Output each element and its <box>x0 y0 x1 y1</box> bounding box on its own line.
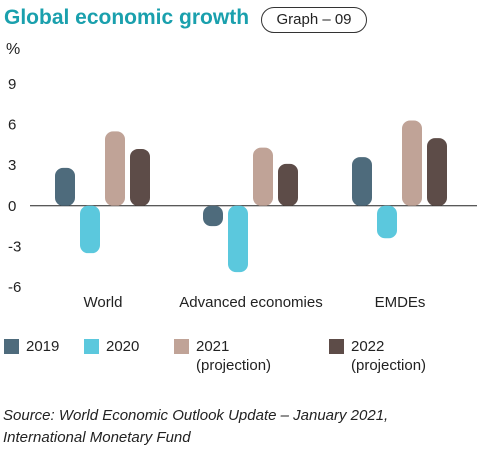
source-line-2: International Monetary Fund <box>3 429 191 446</box>
legend-label-2019: 2019 <box>26 338 60 355</box>
y-tick-label: 9 <box>8 76 16 93</box>
legend-label-2022-note: (projection) <box>351 357 427 374</box>
y-tick-label: 3 <box>8 157 16 174</box>
legend-label-2022: 2022 (projection) <box>351 337 426 375</box>
y-axis-unit: % <box>6 41 21 58</box>
bar-advanced-economies-2022 <box>278 163 298 206</box>
bar-world-2022 <box>130 148 150 206</box>
source-note: Source: World Economic Outlook Update – … <box>3 405 473 449</box>
bar-chart: 9 6 3 0 -3 -6 World Advanced economies EMDEs <box>8 76 477 311</box>
legend-swatch-2019 <box>4 339 19 354</box>
bar-world-2021 <box>105 131 125 206</box>
graph-number-badge: Graph – 09 <box>261 7 367 33</box>
bar-advanced-economies-2019 <box>203 205 223 227</box>
y-tick-label: -6 <box>8 279 21 296</box>
bar-emdes-2020 <box>377 205 397 239</box>
y-tick-label: -3 <box>8 238 21 255</box>
bar-world-2020 <box>80 205 100 254</box>
x-category-label: EMDEs <box>375 294 426 311</box>
y-tick-label: 0 <box>8 198 16 215</box>
legend-swatch-2022 <box>329 339 344 354</box>
bar-advanced-economies-2021 <box>253 147 273 206</box>
legend-label-2021-note: (projection) <box>196 357 272 374</box>
chart-title: Global economic growth <box>4 6 250 29</box>
x-category-label: Advanced economies <box>179 294 322 311</box>
bar-emdes-2019 <box>352 157 372 206</box>
legend-label-2021-year: 2021 <box>196 338 230 355</box>
bar-advanced-economies-2020 <box>228 205 248 273</box>
bar-emdes-2022 <box>427 138 447 206</box>
y-tick-label: 6 <box>8 117 16 134</box>
legend-label-2022-year: 2022 <box>351 338 385 355</box>
x-category-label: World <box>84 294 123 311</box>
legend-label-2021: 2021 (projection) <box>196 337 271 375</box>
source-line-1: Source: World Economic Outlook Update – … <box>3 407 389 424</box>
bar-world-2019 <box>55 167 75 206</box>
legend-label-2020: 2020 <box>106 338 140 355</box>
bar-emdes-2021 <box>402 120 422 206</box>
legend-swatch-2020 <box>84 339 99 354</box>
legend-swatch-2021 <box>174 339 189 354</box>
